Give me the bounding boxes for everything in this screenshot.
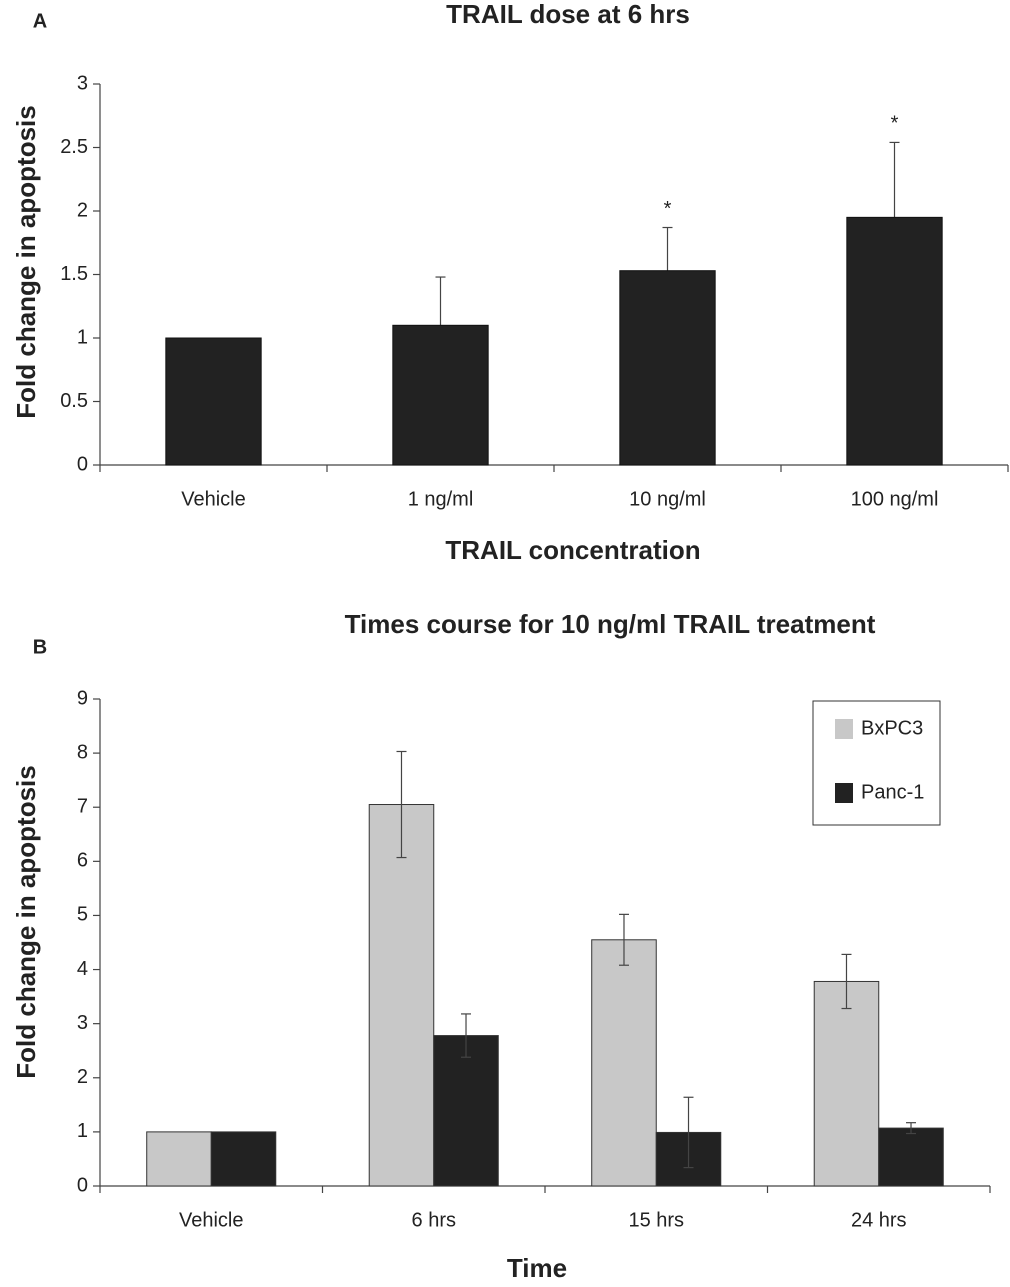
bar (210, 1131, 277, 1187)
bar (392, 324, 489, 466)
y-tick-label: 6 (77, 850, 88, 872)
significance-marker: * (664, 198, 672, 220)
y-tick-label: 0 (77, 1174, 88, 1196)
y-tick-label: 1.5 (60, 263, 88, 285)
x-tick-label: Vehicle (181, 488, 246, 510)
y-tick-label: 8 (77, 741, 88, 763)
chart-title: Times course for 10 ng/ml TRAIL treatmen… (345, 609, 876, 639)
x-tick-label: 15 hrs (628, 1209, 684, 1231)
bar (146, 1131, 212, 1187)
bar (165, 337, 262, 466)
y-tick-label: 7 (77, 796, 88, 818)
x-tick-label: 10 ng/ml (629, 488, 706, 510)
y-tick-label: 9 (77, 687, 88, 709)
bar (619, 270, 716, 466)
panel-label: B (33, 636, 47, 658)
legend-label: BxPC3 (861, 717, 923, 739)
y-tick-label: 0 (77, 453, 88, 475)
legend-swatch (835, 719, 853, 739)
y-tick-label: 3 (77, 1012, 88, 1034)
bar (433, 1035, 499, 1187)
x-tick-label: 1 ng/ml (408, 488, 474, 510)
bar (846, 216, 943, 466)
y-tick-label: 2 (77, 199, 88, 221)
legend-swatch (835, 783, 853, 803)
y-tick-label: 3 (77, 72, 88, 94)
x-axis-label: Time (507, 1253, 567, 1283)
y-tick-label: 2 (77, 1066, 88, 1088)
x-tick-label: 6 hrs (412, 1209, 456, 1231)
significance-marker: * (891, 113, 899, 135)
y-axis-label: Fold change in apoptosis (11, 105, 41, 418)
bar (591, 939, 657, 1187)
panel-label: A (33, 10, 47, 32)
y-tick-label: 4 (77, 958, 88, 980)
y-axis-label: Fold change in apoptosis (11, 765, 41, 1078)
x-tick-label: 24 hrs (851, 1209, 907, 1231)
legend-label: Panc-1 (861, 781, 924, 803)
legend-box (812, 700, 941, 826)
y-tick-label: 1 (77, 326, 88, 348)
x-tick-label: 100 ng/ml (851, 488, 939, 510)
chart-title: TRAIL dose at 6 hrs (446, 0, 690, 29)
bar (878, 1127, 944, 1187)
y-tick-label: 1 (77, 1120, 88, 1142)
y-tick-label: 0.5 (60, 390, 88, 412)
y-tick-label: 5 (77, 904, 88, 926)
x-axis-label: TRAIL concentration (445, 535, 700, 565)
x-tick-label: Vehicle (179, 1209, 244, 1231)
y-tick-label: 2.5 (60, 136, 88, 158)
bar (368, 804, 435, 1187)
bar (813, 980, 880, 1187)
